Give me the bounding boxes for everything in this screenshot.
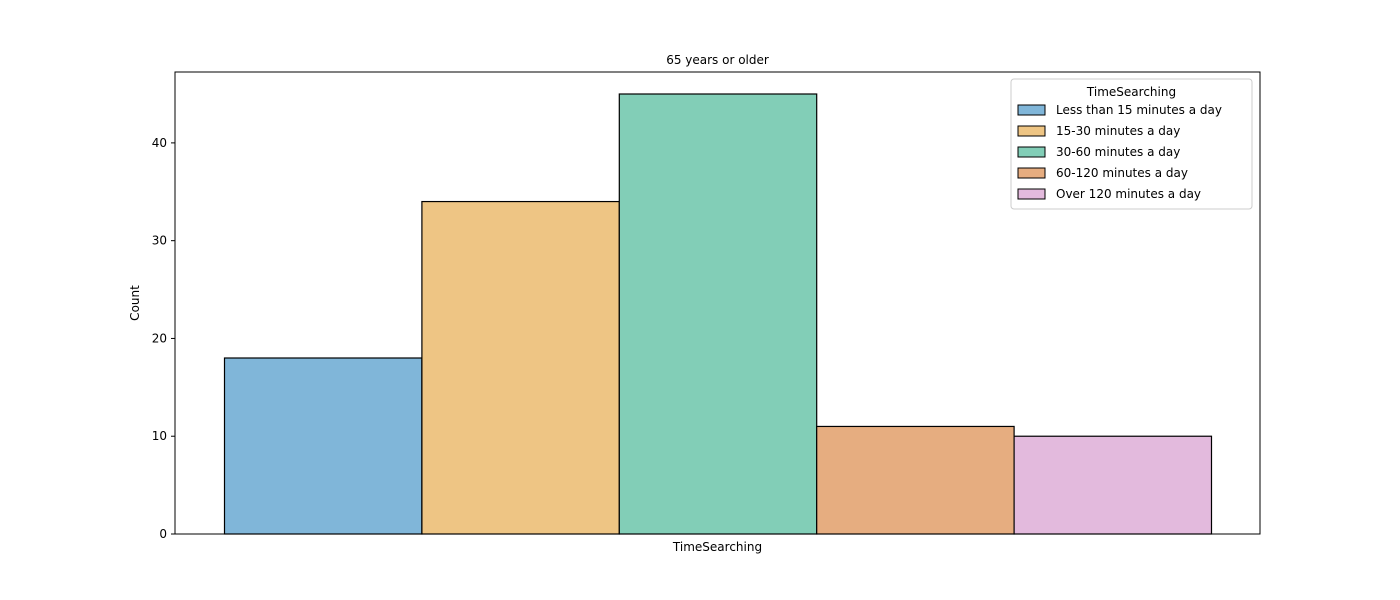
y-axis-label: Count [128,285,142,321]
legend-label: Less than 15 minutes a day [1056,103,1222,117]
y-tick-label: 40 [152,136,167,150]
y-axis: 0 10 20 30 40 [152,136,175,541]
legend-swatch [1017,146,1046,158]
legend-swatch [1017,188,1046,200]
legend-swatch [1017,104,1046,116]
bar-5 [1013,435,1213,535]
y-tick-label: 30 [152,234,167,248]
legend-label: Over 120 minutes a day [1056,187,1201,201]
legend-swatch [1017,125,1046,137]
legend-label: 15-30 minutes a day [1056,124,1180,138]
y-tick-label: 0 [159,527,167,541]
legend-title: TimeSearching [1086,85,1176,99]
bar-1 [223,357,423,535]
legend-frame [1010,78,1253,210]
bar-2 [421,200,620,535]
legend-swatch [1017,167,1046,179]
chart-title: 65 years or older [666,53,769,67]
x-axis-label: TimeSearching [672,540,762,554]
plot-frame [174,71,1261,535]
bar-4 [816,425,1015,535]
y-tick-label: 20 [152,331,167,345]
legend: TimeSearching Less than 15 minutes a day… [1010,78,1253,210]
y-tick-label: 10 [152,429,167,443]
bar-3 [618,93,818,535]
bars-group [223,93,1213,535]
legend-items: Less than 15 minutes a day 15-30 minutes … [1017,103,1222,201]
legend-label: 30-60 minutes a day [1056,145,1180,159]
legend-label: 60-120 minutes a day [1056,166,1188,180]
